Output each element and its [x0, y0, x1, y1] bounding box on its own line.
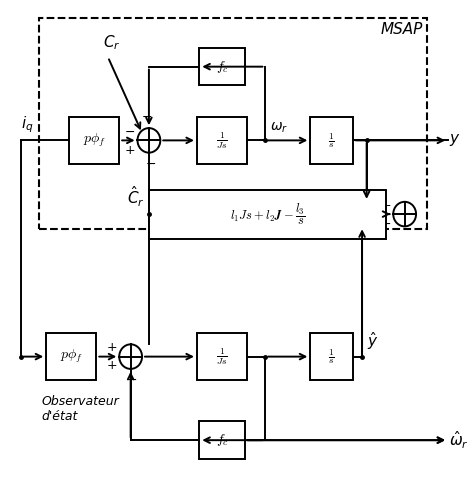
Text: $\frac{1}{Js}$: $\frac{1}{Js}$ [216, 346, 228, 367]
Circle shape [393, 202, 416, 227]
Text: $f_c$: $f_c$ [216, 432, 228, 448]
Text: $f_c$: $f_c$ [216, 59, 228, 75]
Text: $\frac{1}{s}$: $\frac{1}{s}$ [328, 131, 335, 150]
Text: $y$: $y$ [449, 132, 461, 149]
Text: $-$: $-$ [124, 125, 135, 138]
Text: $l_1 Js + l_2 \boldsymbol{J} - \dfrac{l_3}{s}$: $l_1 Js + l_2 \boldsymbol{J} - \dfrac{l_… [230, 202, 306, 227]
Text: $-$: $-$ [380, 217, 391, 230]
Text: $+$: $+$ [380, 199, 391, 212]
Circle shape [119, 344, 142, 369]
Bar [69, 117, 119, 164]
Bar [310, 333, 353, 380]
Circle shape [137, 128, 160, 153]
Text: $C_r$: $C_r$ [103, 33, 121, 52]
Text: $-$: $-$ [141, 110, 152, 123]
Text: $-$: $-$ [127, 373, 137, 386]
Bar [197, 333, 247, 380]
Text: $\omega_r$: $\omega_r$ [270, 121, 288, 136]
Text: $p\phi_f$: $p\phi_f$ [82, 132, 106, 149]
Bar [149, 189, 386, 239]
Text: $p\phi_f$: $p\phi_f$ [60, 348, 83, 365]
Text: $\hat{\omega}_r$: $\hat{\omega}_r$ [449, 429, 469, 451]
Text: $+$: $+$ [106, 359, 117, 372]
Text: $-$: $-$ [145, 157, 156, 169]
Text: $+$: $+$ [124, 144, 135, 157]
Bar [39, 17, 428, 229]
Bar [197, 117, 247, 164]
Text: $i_q$: $i_q$ [21, 115, 34, 136]
Bar [46, 333, 96, 380]
Bar [200, 48, 245, 85]
Text: $\hat{y}$: $\hat{y}$ [366, 330, 378, 352]
Bar [200, 421, 245, 459]
Text: $\hat{C}_r$: $\hat{C}_r$ [127, 184, 145, 209]
Text: MSAP: MSAP [381, 22, 423, 37]
Text: $+$: $+$ [106, 341, 117, 354]
Text: Observateur
d'état: Observateur d'état [42, 395, 119, 423]
Text: $\frac{1}{s}$: $\frac{1}{s}$ [328, 347, 335, 366]
Bar [310, 117, 353, 164]
Text: $\frac{1}{Js}$: $\frac{1}{Js}$ [216, 130, 228, 151]
